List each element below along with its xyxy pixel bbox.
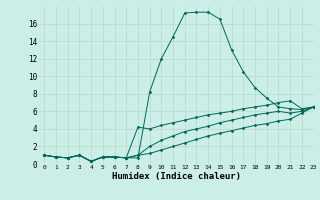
X-axis label: Humidex (Indice chaleur): Humidex (Indice chaleur) <box>111 172 241 181</box>
